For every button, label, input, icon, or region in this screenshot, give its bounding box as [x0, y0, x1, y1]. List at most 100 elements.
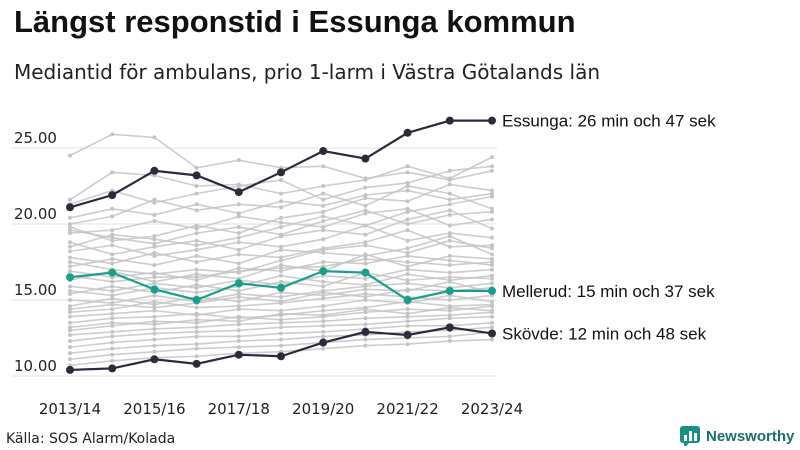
background-point [279, 255, 283, 260]
background-point [194, 208, 199, 213]
background-point [279, 215, 283, 220]
background-point [490, 155, 494, 160]
background-point [405, 199, 410, 204]
background-point [321, 197, 326, 202]
background-point [321, 225, 326, 230]
background-point [152, 218, 157, 223]
background-point [194, 342, 199, 347]
highlight-point [108, 364, 117, 373]
background-point [321, 214, 326, 219]
background-point [490, 243, 494, 248]
background-point [321, 184, 326, 188]
background-point [279, 177, 283, 182]
background-point [194, 223, 199, 228]
background-point [68, 328, 72, 333]
background-point [152, 308, 157, 313]
background-point [194, 305, 199, 310]
highlight-point [361, 327, 370, 336]
background-point [194, 260, 199, 264]
background-point [447, 316, 452, 321]
background-point [152, 253, 157, 258]
background-point [279, 232, 283, 237]
x-tick-label: 2015/16 [123, 400, 185, 418]
highlight-point [403, 330, 412, 339]
highlight-point [234, 188, 243, 197]
background-point [321, 313, 326, 318]
background-point [321, 191, 326, 196]
background-point [110, 284, 115, 289]
background-point [405, 206, 410, 211]
background-point [279, 343, 283, 348]
background-point [405, 228, 410, 233]
background-point [447, 270, 452, 275]
background-point [236, 339, 241, 344]
background-point [321, 329, 326, 334]
background-point [236, 184, 241, 188]
series-label: Skövde: 12 min och 48 sek [502, 324, 707, 343]
background-point [68, 255, 72, 260]
x-tick-label: 2013/14 [39, 400, 101, 418]
background-point [152, 349, 157, 354]
background-point [152, 305, 157, 310]
chart-subtitle: Mediantid för ambulans, prio 1-larm i Vä… [14, 60, 600, 84]
background-point [321, 334, 326, 339]
background-point [152, 212, 157, 217]
background-point [68, 320, 72, 325]
highlight-point [234, 279, 243, 288]
background-point [321, 164, 326, 169]
background-point [447, 275, 452, 280]
highlight-point [234, 350, 243, 359]
background-point [194, 202, 199, 207]
background-point [236, 235, 241, 240]
background-point [279, 337, 283, 342]
highlight-point [277, 283, 285, 292]
background-point [110, 256, 115, 261]
background-point [321, 228, 326, 233]
background-point [279, 225, 283, 230]
background-point [68, 240, 72, 245]
background-point [363, 211, 368, 216]
background-point [152, 263, 157, 268]
x-tick-label: 2019/20 [292, 400, 354, 418]
background-point [152, 250, 157, 255]
background-point [110, 302, 115, 307]
background-point [152, 337, 157, 342]
background-point [194, 267, 199, 272]
background-point [68, 288, 72, 293]
highlight-point [488, 286, 496, 295]
background-point [236, 319, 241, 324]
background-point [110, 329, 115, 334]
background-point [236, 304, 241, 309]
background-point [490, 191, 494, 196]
background-point [321, 308, 326, 313]
background-point [68, 304, 72, 309]
background-point [110, 206, 115, 211]
background-point [321, 203, 326, 208]
background-point [110, 132, 115, 137]
x-tick-label: 2023/24 [461, 400, 523, 418]
background-point [363, 298, 368, 302]
background-point [405, 238, 410, 243]
background-point [236, 269, 241, 274]
background-point [279, 247, 283, 252]
background-point [405, 253, 410, 258]
background-point [68, 325, 72, 330]
background-point [152, 299, 157, 304]
background-point [236, 252, 241, 257]
background-point [405, 217, 410, 222]
background-point [152, 135, 157, 140]
background-point [68, 225, 72, 230]
highlight-point [361, 154, 370, 163]
highlight-point [277, 168, 285, 177]
background-point [110, 279, 115, 284]
background-point [447, 191, 452, 196]
background-point [279, 258, 283, 263]
background-point [321, 304, 326, 309]
background-point [152, 281, 157, 286]
background-point [110, 352, 115, 357]
highlight-point [66, 203, 74, 212]
background-point [236, 345, 241, 350]
background-point [405, 209, 410, 214]
x-tick-label: 2017/18 [208, 400, 270, 418]
